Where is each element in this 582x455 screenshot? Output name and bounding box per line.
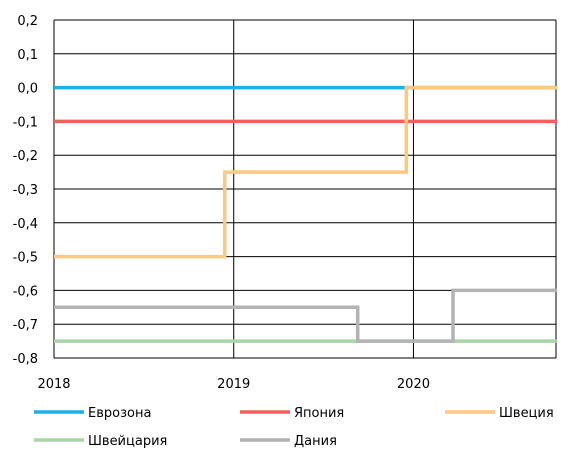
y-tick-label: 0,0 — [17, 82, 38, 97]
legend-label: Еврозона — [88, 406, 151, 421]
grid — [53, 19, 557, 359]
y-tick-label: -0,1 — [13, 115, 38, 130]
y-tick-label: 0,1 — [17, 48, 38, 63]
series-line-4 — [54, 288, 558, 343]
y-tick-label: -0,4 — [13, 217, 38, 232]
legend-item: Еврозона — [34, 406, 151, 421]
y-tick-label: -0,5 — [13, 251, 38, 266]
legend-item: Швейцария — [34, 434, 167, 449]
x-tick-label: 2020 — [397, 377, 430, 392]
legend-item: Япония — [240, 406, 344, 421]
legend-label: Швейцария — [88, 434, 167, 449]
y-tick-label: -0,7 — [13, 318, 38, 333]
legend: Еврозона Япония Швеция Швейцария Дания — [34, 406, 554, 449]
y-tick-label: -0,8 — [13, 352, 38, 367]
y-tick-label: 0,2 — [17, 14, 38, 29]
legend-label: Швеция — [499, 406, 554, 421]
x-tick-label: 2018 — [37, 377, 70, 392]
x-axis: 2018 2019 2020 — [37, 377, 430, 392]
legend-label: Япония — [294, 406, 344, 421]
legend-item: Швеция — [445, 406, 554, 421]
legend-label: Дания — [294, 434, 337, 449]
y-tick-label: -0,3 — [13, 183, 38, 198]
x-tick-label: 2019 — [217, 377, 250, 392]
series-line-2 — [54, 85, 558, 259]
y-tick-label: -0,2 — [13, 149, 38, 164]
y-axis: 0,2 0,1 0,0 -0,1 -0,2 -0,3 -0,4 -0,5 -0,6 -0,7 -0,… — [13, 14, 38, 367]
series-layer — [54, 85, 558, 343]
legend-item: Дания — [240, 434, 337, 449]
y-tick-label: -0,6 — [13, 284, 38, 299]
